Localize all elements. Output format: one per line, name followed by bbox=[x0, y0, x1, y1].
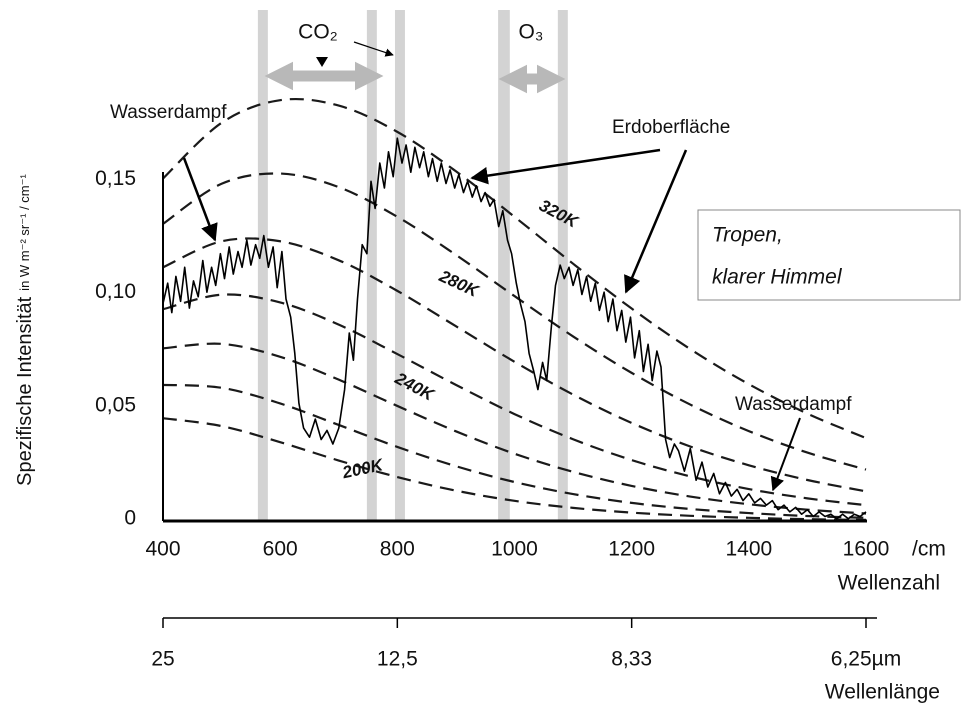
blackbody-curve bbox=[162, 172, 867, 471]
water-vapour-label: Wasserdampf bbox=[735, 394, 852, 415]
water-vapour-label: Wasserdampf bbox=[110, 102, 227, 123]
x2-tick-label: 8,33 bbox=[611, 648, 652, 671]
surface-label: Erdoberfläche bbox=[612, 117, 730, 138]
x-axis-title: Wellenzahl bbox=[838, 572, 940, 595]
x-tick-label: 800 bbox=[380, 538, 415, 561]
x-tick-label: 1000 bbox=[491, 538, 538, 561]
band-layer bbox=[257, 10, 568, 521]
x-tick-label: 1200 bbox=[608, 538, 655, 561]
blackbody-curve bbox=[162, 383, 867, 519]
channel-band bbox=[557, 10, 568, 521]
measured-spectrum bbox=[162, 137, 867, 520]
y-axis-title: Spezifische Intensität in W m⁻² sr⁻¹ / cm… bbox=[14, 174, 36, 486]
y-axis-title-units: in W m⁻² sr⁻¹ / cm⁻¹ bbox=[17, 174, 32, 291]
channel-band bbox=[394, 10, 405, 521]
legend-box bbox=[697, 209, 961, 301]
channel-band bbox=[257, 10, 268, 521]
region-label: klarer Himmel bbox=[712, 266, 843, 289]
y-axis-title-main: Spezifische Intensität bbox=[14, 296, 36, 485]
blackbody-curve bbox=[162, 97, 867, 440]
channel-band bbox=[498, 10, 510, 521]
x2-tick-label: 12,5 bbox=[377, 648, 418, 671]
region-label: Tropen, bbox=[712, 224, 783, 247]
surface-arrow bbox=[624, 149, 688, 294]
x2-tick-label: 25 bbox=[151, 648, 174, 671]
spectrum-layer bbox=[162, 137, 867, 520]
co2-side-arrow bbox=[353, 41, 394, 57]
y-tick-label: 0 bbox=[124, 507, 136, 530]
surface-arrow bbox=[470, 148, 661, 185]
axes-layer bbox=[162, 172, 877, 619]
y-tick-label: 0,05 bbox=[95, 393, 136, 416]
y-tick-label: 0,10 bbox=[95, 280, 136, 303]
x-unit: /cm bbox=[912, 538, 946, 561]
x-tick-label: 1600 bbox=[843, 538, 890, 561]
blackbody-curve bbox=[162, 342, 867, 515]
x2-tick-label: 6,25µm bbox=[831, 648, 901, 671]
blackbody-curve bbox=[162, 237, 867, 493]
curve-label: 200K bbox=[340, 455, 386, 483]
water-vapour-arrow bbox=[182, 157, 218, 242]
x2-axis-title: Wellenlänge bbox=[825, 681, 940, 704]
water-vapour-arrow bbox=[770, 417, 801, 492]
co2-pointer bbox=[316, 57, 328, 67]
blackbody-curve bbox=[162, 293, 867, 507]
o3-label: O₃ bbox=[519, 21, 544, 44]
co2-label: CO₂ bbox=[298, 21, 338, 44]
curve-label: 280K bbox=[436, 266, 483, 302]
x-tick-label: 1400 bbox=[725, 538, 772, 561]
x-tick-label: 600 bbox=[263, 538, 298, 561]
channel-band bbox=[366, 10, 377, 521]
x-tick-label: 400 bbox=[145, 538, 180, 561]
blackbody-curve bbox=[162, 417, 867, 521]
y-tick-label: 0,15 bbox=[95, 167, 136, 190]
